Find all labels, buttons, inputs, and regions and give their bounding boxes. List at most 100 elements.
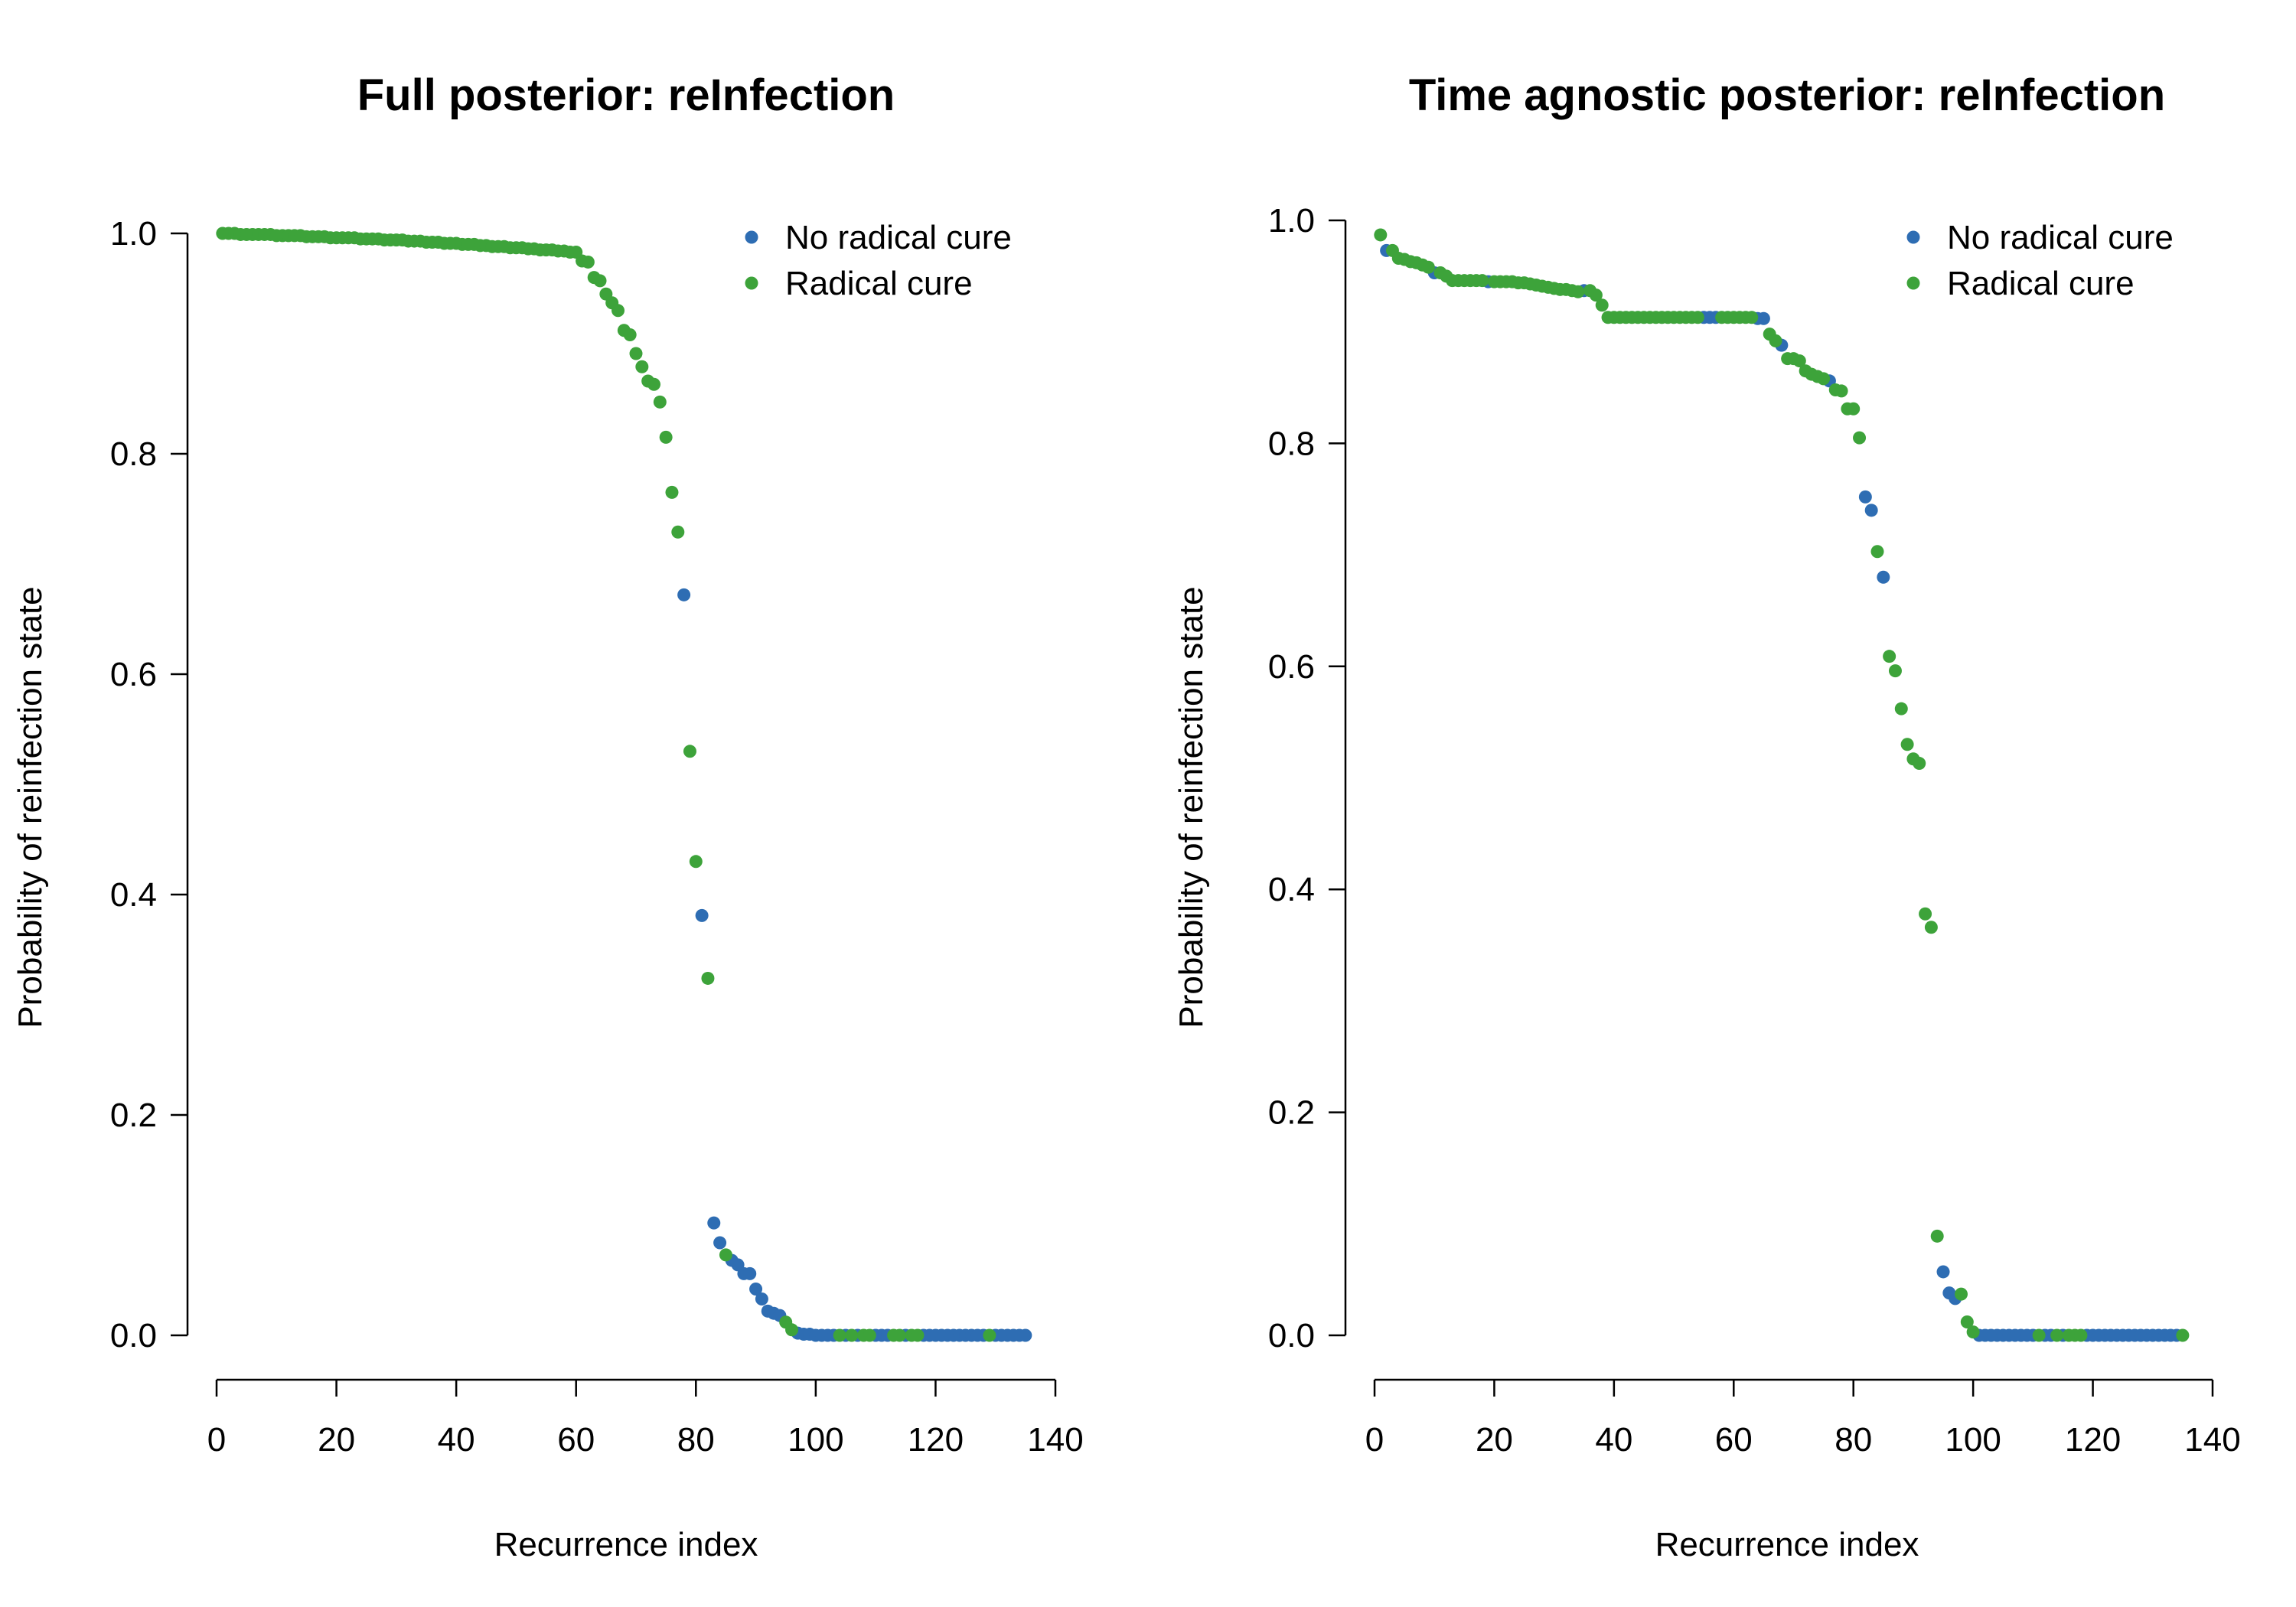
x-tick-label: 100 [788, 1421, 843, 1459]
x-tick-label: 20 [318, 1421, 355, 1459]
x-tick-label: 40 [438, 1421, 475, 1459]
point-radical-cure [1421, 260, 1435, 274]
y-tick-label: 0.4 [1268, 871, 1315, 908]
point-radical-cure [1476, 274, 1489, 288]
x-tick-label: 100 [1945, 1421, 2001, 1459]
x-tick-label: 60 [557, 1421, 595, 1459]
point-radical-cure [665, 485, 679, 499]
point-radical-cure [2050, 1328, 2064, 1342]
point-radical-cure [683, 745, 696, 758]
point-radical-cure [653, 395, 667, 409]
point-radical-cure [892, 1328, 906, 1342]
y-tick-label: 0.0 [110, 1317, 157, 1354]
point-radical-cure [719, 1248, 732, 1262]
legend-marker-radical-cure [1906, 276, 1920, 290]
point-radical-cure [983, 1328, 996, 1342]
point-radical-cure [785, 1323, 799, 1337]
point-radical-cure [623, 328, 637, 341]
point-radical-cure [701, 971, 715, 985]
point-no-radical-cure [743, 1266, 757, 1280]
point-radical-cure [2032, 1328, 2046, 1342]
point-radical-cure [1853, 431, 1867, 445]
data-points [1374, 228, 2190, 1342]
point-no-radical-cure [1858, 490, 1872, 504]
point-radical-cure [1883, 650, 1896, 663]
point-no-radical-cure [1864, 504, 1878, 517]
point-radical-cure [1817, 372, 1831, 386]
point-radical-cure [1835, 384, 1848, 398]
legend-marker-no-radical-cure [745, 230, 758, 244]
point-radical-cure [1691, 311, 1704, 324]
point-radical-cure [1870, 545, 1884, 559]
y-tick-label: 0.6 [110, 656, 157, 693]
x-axis-label: Recurrence index [494, 1526, 758, 1563]
point-no-radical-cure [707, 1216, 721, 1230]
point-radical-cure [635, 360, 649, 373]
point-radical-cure [1792, 354, 1806, 368]
point-radical-cure [1374, 228, 1388, 242]
y-tick-label: 0.8 [110, 435, 157, 473]
x-tick-label: 20 [1476, 1421, 1513, 1459]
point-radical-cure [1847, 402, 1861, 416]
point-radical-cure [581, 255, 595, 269]
point-no-radical-cure [713, 1236, 727, 1250]
point-radical-cure [1745, 311, 1759, 324]
y-axis-label: Probability of reinfection state [11, 586, 49, 1028]
point-radical-cure [1966, 1325, 1980, 1339]
x-tick-label: 0 [1365, 1421, 1384, 1459]
point-no-radical-cure [1877, 570, 1890, 584]
y-tick-label: 0.2 [1268, 1094, 1315, 1132]
chart-title: Time agnostic posterior: reInfection [1409, 70, 2165, 120]
point-radical-cure [1571, 285, 1585, 298]
point-radical-cure [863, 1328, 876, 1342]
legend-label-no-radical-cure: No radical cure [1947, 219, 2174, 256]
point-radical-cure [845, 1328, 859, 1342]
x-tick-label: 140 [2184, 1421, 2240, 1459]
legend-marker-radical-cure [745, 276, 758, 290]
point-no-radical-cure [749, 1283, 763, 1296]
point-radical-cure [1888, 664, 1902, 678]
x-tick-label: 120 [908, 1421, 964, 1459]
axes: 0 20 40 60 80 100 120 140 0.0 0.2 0.4 0.6 0.8 1.0 [1268, 202, 2241, 1459]
point-radical-cure [1924, 921, 1938, 934]
point-radical-cure [671, 525, 685, 539]
point-radical-cure [911, 1328, 925, 1342]
point-radical-cure [1960, 1315, 1974, 1329]
point-radical-cure [1930, 1229, 1944, 1243]
point-radical-cure [659, 430, 673, 444]
y-tick-label: 0.0 [1268, 1317, 1315, 1354]
y-tick-label: 0.4 [110, 876, 157, 914]
legend-label-radical-cure: Radical cure [785, 265, 973, 302]
point-radical-cure [833, 1328, 846, 1342]
x-tick-label: 0 [207, 1421, 226, 1459]
point-radical-cure [2074, 1328, 2088, 1342]
point-no-radical-cure [755, 1292, 768, 1305]
point-radical-cure [1595, 298, 1609, 312]
point-no-radical-cure [677, 588, 691, 601]
point-radical-cure [1769, 334, 1782, 347]
x-tick-label: 60 [1715, 1421, 1753, 1459]
point-radical-cure [1900, 738, 1914, 751]
x-tick-label: 80 [1835, 1421, 1872, 1459]
point-no-radical-cure [1936, 1265, 1950, 1279]
point-radical-cure [2176, 1328, 2190, 1342]
point-radical-cure [1894, 702, 1908, 715]
chart-title: Full posterior: reInfection [357, 70, 895, 120]
point-radical-cure [593, 274, 607, 288]
point-radical-cure [1919, 907, 1932, 921]
x-tick-label: 40 [1595, 1421, 1632, 1459]
y-tick-label: 1.0 [1268, 202, 1315, 240]
point-radical-cure [1913, 757, 1926, 771]
point-radical-cure [1589, 288, 1603, 302]
point-no-radical-cure [695, 908, 709, 922]
chart-panel-full-posterior: Full posterior: reInfection Recurrence i… [11, 70, 1084, 1563]
legend: No radical cure Radical cure [1906, 219, 2174, 302]
x-axis-label: Recurrence index [1655, 1526, 1919, 1563]
y-tick-label: 0.8 [1268, 425, 1315, 462]
legend: No radical cure Radical cure [745, 219, 1012, 302]
point-radical-cure [629, 347, 643, 360]
chart-panel-time-agnostic-posterior: Time agnostic posterior: reInfection Rec… [1172, 70, 2241, 1563]
axes: 0 20 40 60 80 100 120 140 0.0 0.2 0.4 0.6 0.8 1.0 [110, 215, 1084, 1459]
